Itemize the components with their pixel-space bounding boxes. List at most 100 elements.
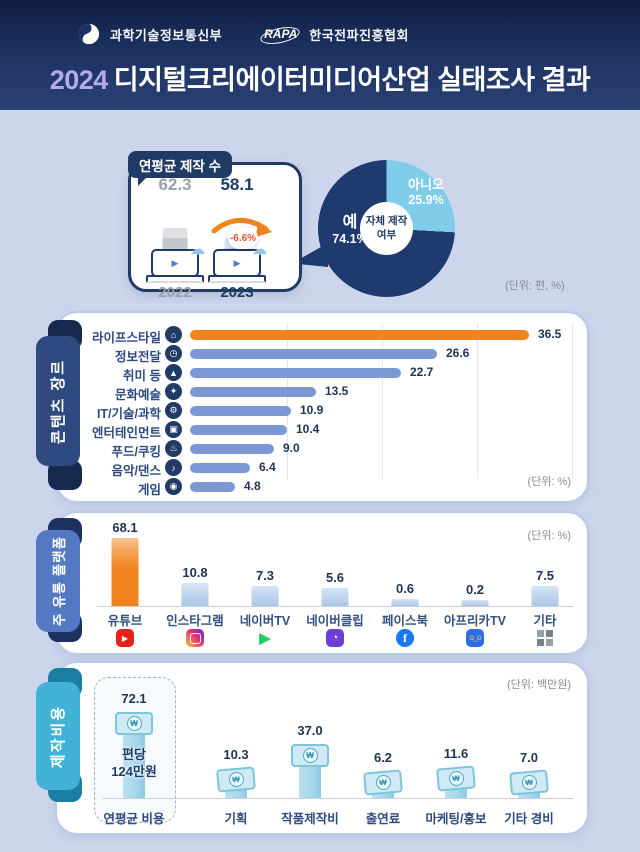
unit-label-cost: (단위: 백만원)	[506, 679, 571, 691]
cost-value: 11.6	[443, 746, 469, 761]
platform-value: 0.2	[465, 582, 485, 597]
platform-column: 10.8 인스타그램	[155, 513, 235, 653]
mountain-icon: ▲	[165, 364, 182, 381]
title-text: 디지털크리에이터미디어산업 실태조사 결과	[113, 65, 591, 95]
self-production-donut-chart: 아니오 25.9% 예 74.1% 자체 제작 여부	[318, 160, 455, 297]
etc-grid-icon	[536, 629, 554, 647]
platform-bar	[321, 588, 349, 606]
cost-value: 37.0	[297, 723, 323, 738]
naverclip-icon	[326, 629, 344, 647]
year-label: 2023	[220, 284, 254, 301]
association-logo-text: 한국전파진흥협회	[309, 27, 409, 43]
play-icon: ▶	[233, 257, 241, 268]
cooking-icon: ♨	[165, 440, 182, 457]
etc-square	[546, 639, 553, 646]
platform-column: 68.1 유튜브	[85, 513, 165, 653]
per-episode-cost-label: 편당 124만원	[111, 747, 157, 779]
tv-icon: ▣	[165, 421, 182, 438]
genre-row: 음악/댄스 ♪ 6.4	[57, 458, 587, 478]
genre-bar	[190, 462, 250, 473]
production-year-column: 62.3	[144, 175, 206, 195]
platform-tab: 주 유통 플랫폼	[36, 530, 80, 632]
cost-bar	[123, 727, 145, 798]
afreecatv-icon	[466, 629, 484, 647]
genre-row: 취미 등 ▲ 22.7	[57, 363, 587, 383]
cost-column: ₩6.2 출연료	[338, 663, 428, 833]
cost-column: ₩11.6 마케팅/홍보	[411, 663, 501, 833]
won-symbol-icon: ₩	[227, 771, 245, 788]
genre-bar	[190, 348, 437, 359]
game-icon: ◉	[165, 478, 182, 495]
genre-bar	[190, 424, 287, 435]
banknote-icon: ₩	[291, 744, 329, 767]
genre-row: 엔터테인먼트 ▣ 10.4	[57, 420, 587, 440]
cost-chart-panel: (단위: 백만원) 편당 124만원 ₩72.1 연평균 비용 ₩10.3 기획 ₩37…	[55, 661, 589, 835]
genre-row: 문화예술 ✦ 13.5	[57, 382, 587, 402]
genre-label: IT/기술/과학	[96, 407, 161, 421]
column-underline	[147, 281, 203, 283]
cost-value: 72.1	[121, 691, 147, 706]
platform-label: 페이스북	[381, 614, 429, 628]
platform-column: 5.6 네이버클립	[295, 513, 375, 653]
cost-label: 마케팅/홍보	[425, 812, 487, 826]
banknote-icon: ₩	[216, 766, 256, 793]
banknote-icon: ₩	[436, 765, 476, 792]
genre-value: 10.4	[296, 422, 320, 436]
column-underline	[209, 281, 265, 283]
platform-bar	[531, 586, 559, 606]
cost-label: 연평균 비용	[103, 812, 165, 826]
unit-label-platform: (단위: %)	[527, 530, 571, 542]
clock-icon: ◷	[165, 345, 182, 362]
platform-value: 0.6	[395, 581, 415, 596]
platform-value: 10.8	[182, 565, 208, 580]
banknote-icon: ₩	[509, 769, 549, 796]
banknote-icon: ₩	[115, 712, 153, 735]
genre-value: 4.8	[244, 479, 261, 493]
platform-value: 7.5	[535, 568, 555, 583]
production-year-column: 58.1	[206, 175, 268, 195]
genre-gridline	[382, 323, 383, 479]
platform-value: 68.1	[112, 520, 138, 535]
etc-square	[537, 639, 544, 646]
genre-row: 정보전달 ◷ 26.6	[57, 344, 587, 364]
genre-value: 13.5	[325, 384, 349, 398]
genre-label: 문화예술	[114, 388, 161, 402]
platform-baseline	[97, 606, 573, 607]
cost-bar	[299, 759, 321, 798]
genre-row: 푸드/쿠킹 ♨ 9.0	[57, 439, 587, 459]
genre-bar	[190, 386, 316, 397]
platform-column: 7.3 네이버TV	[225, 513, 305, 653]
cost-column: ₩7.0 기타 경비	[484, 663, 574, 833]
platform-label: 네이버클립	[306, 614, 364, 628]
art-icon: ✦	[165, 383, 182, 400]
genre-label: 정보전달	[114, 350, 161, 364]
genre-label: 푸드/쿠킹	[111, 445, 161, 459]
decrease-arrow-icon	[211, 218, 272, 237]
genre-value: 10.9	[300, 403, 324, 417]
platform-label: 인스타그램	[166, 614, 224, 628]
genre-label: 게임	[137, 483, 161, 497]
genre-row: IT/기술/과학 ⚙ 10.9	[57, 401, 587, 421]
platform-column: 0.2 아프리카TV	[435, 513, 515, 653]
genre-bar	[190, 443, 274, 454]
change-percent-badge: -6.6%	[228, 227, 258, 249]
platform-bar	[461, 600, 489, 606]
genre-tab: 콘텐츠 장르	[36, 336, 80, 466]
title-year: 2024	[49, 65, 109, 95]
cloud-icon: ☁	[190, 241, 205, 258]
instagram-icon	[186, 629, 204, 647]
play-icon: ▶	[171, 257, 179, 268]
cost-tab: 제작비용	[36, 682, 80, 790]
genre-value: 26.6	[446, 346, 470, 360]
genre-value: 36.5	[538, 327, 562, 341]
cost-column: ₩10.3 기획	[191, 663, 281, 833]
ministry-logo-text: 과학기술정보통신부	[110, 27, 223, 43]
genre-gridline	[287, 323, 288, 479]
genre-row: 게임 ◉ 4.8	[57, 477, 587, 497]
genre-bar	[190, 481, 235, 492]
genre-label: 음악/댄스	[111, 464, 161, 478]
genre-bar	[190, 329, 529, 340]
genre-bar	[190, 367, 401, 378]
platform-label: 유튜브	[107, 614, 143, 628]
production-value: 58.1	[220, 175, 254, 194]
